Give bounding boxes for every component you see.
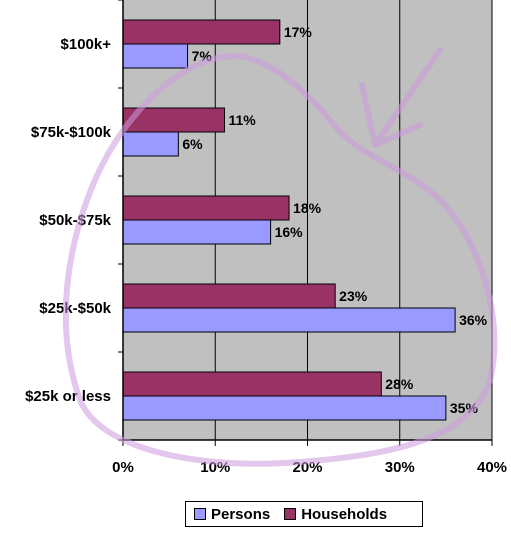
x-tick-label: 30% (385, 459, 415, 476)
bar-persons (122, 307, 456, 333)
bar-households (122, 19, 281, 45)
category-label: $25k-$50k (39, 300, 111, 317)
bar-persons (122, 219, 272, 245)
legend-label-households: Households (301, 505, 388, 523)
data-label-households: 11% (228, 112, 256, 128)
category-label: $75k-$100k (31, 124, 112, 141)
bars (122, 19, 456, 421)
annotation-loop (62, 53, 498, 467)
data-label-households: 23% (339, 288, 368, 304)
annotation-arrow-head (359, 82, 423, 148)
bar-households (122, 371, 382, 397)
x-tick-label: 0% (112, 459, 134, 476)
data-label-persons: 36% (459, 312, 488, 328)
bar-households (122, 195, 290, 221)
legend-swatch-households (284, 508, 297, 520)
category-label: $25k or less (25, 388, 111, 405)
bar-persons (122, 131, 179, 157)
data-label-households: 18% (293, 200, 322, 216)
legend-swatch-persons (194, 508, 206, 520)
category-label: $50k-$75k (39, 212, 111, 229)
data-label-persons: 6% (182, 136, 203, 152)
category-label: $100k+ (61, 36, 112, 53)
grid-lines (214, 0, 493, 440)
annotation-arrow-shaft (372, 47, 443, 148)
legend-item-persons: Persons (194, 506, 270, 523)
category-labels: $100k+ $75k-$100k $50k-$75k $25k-$50k $25k o… (25, 36, 112, 405)
legend-label-persons: Persons (211, 505, 271, 523)
hand-drawn-annotation (62, 47, 498, 467)
data-label-households: 17% (284, 24, 313, 40)
data-label-households: 28% (385, 376, 414, 392)
bar-households (122, 283, 336, 309)
legend: Persons Households (185, 501, 423, 527)
bar-persons (122, 43, 189, 69)
x-tick-label: 40% (477, 459, 507, 476)
legend-item-households: Households (284, 506, 387, 523)
data-label-persons: 16% (275, 224, 304, 240)
bar-persons (122, 395, 447, 421)
